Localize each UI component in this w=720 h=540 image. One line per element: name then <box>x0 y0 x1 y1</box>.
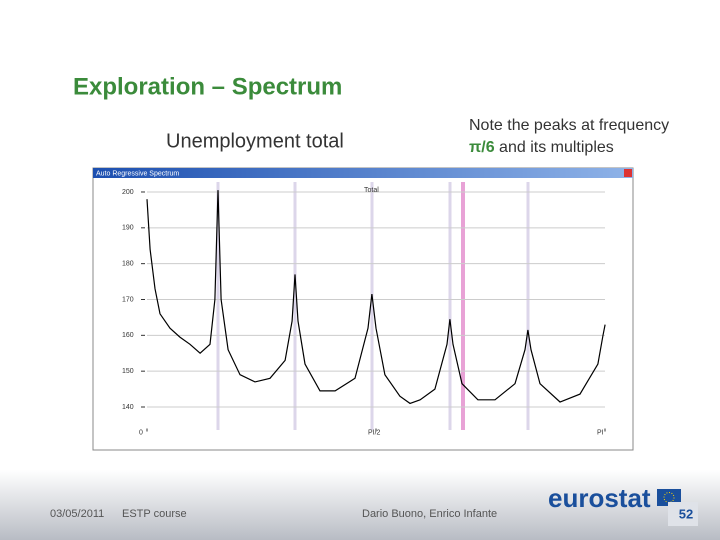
y-tick-label: 190 <box>122 225 134 232</box>
y-tick-label: 170 <box>122 296 134 303</box>
y-tick-label: 150 <box>122 368 134 375</box>
x-tick-label: 0 <box>139 429 143 436</box>
eu-stars <box>663 492 675 503</box>
y-tick-label: 180 <box>122 260 134 267</box>
note-rest: and its multiples <box>499 139 614 156</box>
close-button[interactable] <box>624 169 632 177</box>
legend-label: Total <box>364 187 379 194</box>
course: ESTP course <box>122 508 187 520</box>
y-tick-label: 200 <box>122 189 134 196</box>
footer-band <box>0 470 720 540</box>
line-series <box>146 190 606 405</box>
eu-flag <box>657 489 681 506</box>
x-tick-label: PI/2 <box>368 429 381 436</box>
page-box <box>668 502 698 526</box>
plot: 140 150 160 170 180 190 200 0 PI/2 PI Total <box>122 187 606 436</box>
logo: eurostat <box>548 483 651 513</box>
chart-caption: Unemployment total <box>166 130 344 152</box>
chart-window <box>92 167 634 451</box>
x-tick-label: PI <box>597 429 604 436</box>
slide-title: Exploration – Spectrum <box>73 73 342 100</box>
y-tick-label: 140 <box>122 404 134 411</box>
date: 03/05/2011 <box>50 508 104 520</box>
note: π/6 and its multiples <box>469 139 614 156</box>
authors: Dario Buono, Enrico Infante <box>362 508 497 520</box>
note: Note the peaks at frequency <box>469 117 669 134</box>
y-tick-label: 160 <box>122 332 134 339</box>
page-number: 52 <box>679 506 693 521</box>
window-titlebar <box>93 168 633 178</box>
note-highlight: π/6 <box>469 139 495 156</box>
peak-highlights <box>216 182 530 430</box>
window-title: Auto Regressive Spectrum <box>96 170 179 177</box>
